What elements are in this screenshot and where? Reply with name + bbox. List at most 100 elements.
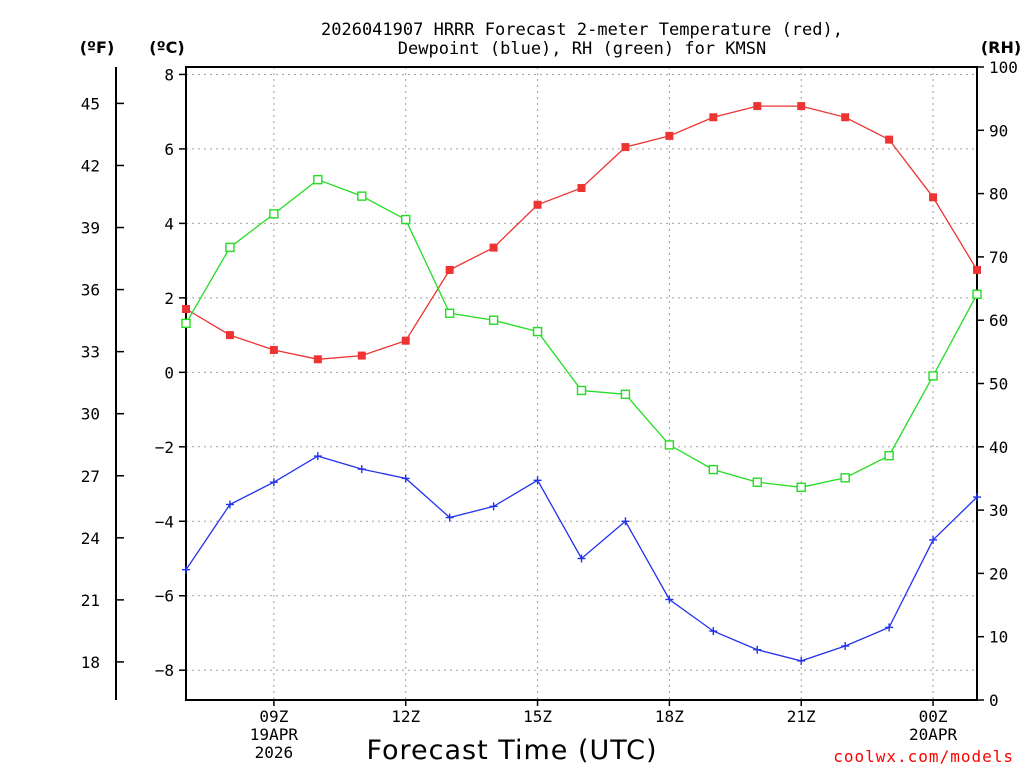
- fahrenheit-tick-label: 18: [81, 653, 100, 672]
- temperature-point: [841, 113, 850, 122]
- dewpoint-point: [885, 623, 894, 632]
- rh-point: [796, 482, 806, 493]
- celsius-tick-label: 6: [164, 140, 174, 159]
- dewpoint-point: [621, 517, 630, 526]
- temperature-point: [225, 331, 234, 340]
- celsius-tick-label: −4: [155, 512, 174, 531]
- celsius-tick-label: −2: [155, 438, 174, 457]
- temperature-point: [929, 193, 938, 202]
- temperature-point: [709, 113, 718, 122]
- series-rh: [181, 174, 982, 493]
- temperature-point: [269, 345, 278, 354]
- dewpoint-point: [841, 642, 850, 651]
- temperature-point: [577, 184, 586, 193]
- rh-point: [357, 191, 367, 201]
- rh-tick-label: 60: [989, 311, 1008, 330]
- gridlines: [186, 67, 977, 700]
- rh-tick-label: 40: [989, 438, 1008, 457]
- rh-tick-label: 80: [989, 185, 1008, 204]
- rh-point: [752, 477, 762, 487]
- celsius-tick-label: −6: [155, 587, 174, 606]
- x-tick-label: 19APR: [250, 725, 299, 744]
- fahrenheit-tick-label: 27: [81, 467, 100, 486]
- source-credit: coolwx.com/models: [833, 747, 1014, 766]
- temperature-point: [665, 131, 674, 140]
- rh-point: [840, 473, 850, 483]
- temperature-point: [797, 102, 806, 111]
- rh-point: [225, 242, 235, 253]
- rh-tick-label: 50: [989, 375, 1008, 394]
- data-series: [181, 102, 982, 665]
- dewpoint-point: [489, 502, 498, 511]
- x-tick-label: 20APR: [909, 725, 958, 744]
- rh-tick-label: 10: [989, 628, 1008, 647]
- dewpoint-point: [401, 474, 410, 483]
- celsius-axis-unit: (ºC): [149, 38, 184, 57]
- chart-title-line2: Dewpoint (blue), RH (green) for KMSN: [398, 39, 766, 59]
- dewpoint-point: [973, 493, 981, 502]
- x-tick-label: 18Z: [655, 707, 684, 726]
- temperature-point: [533, 200, 542, 209]
- temperature-point: [489, 243, 498, 252]
- dewpoint-point: [313, 452, 322, 461]
- tick-labels: 86420−2−4−6−8454239363330272421181009080…: [81, 58, 1018, 762]
- dewpoint-point: [182, 565, 190, 574]
- series-temperature: [182, 102, 981, 364]
- rh-point: [928, 371, 938, 381]
- rh-point: [444, 308, 455, 318]
- dewpoint-point: [357, 465, 366, 474]
- celsius-tick-label: 4: [164, 214, 174, 233]
- fahrenheit-tick-label: 21: [81, 591, 100, 610]
- rh-point: [269, 209, 279, 219]
- temperature-line: [185, 105, 978, 360]
- rh-tick-label: 90: [989, 121, 1008, 140]
- x-tick-label: 15Z: [523, 707, 552, 726]
- x-axis-label: Forecast Time (UTC): [366, 735, 657, 766]
- fahrenheit-tick-label: 36: [81, 281, 100, 300]
- fahrenheit-tick-label: 39: [81, 219, 100, 238]
- rh-point: [576, 385, 587, 396]
- dewpoint-point: [665, 595, 674, 604]
- celsius-tick-label: 8: [164, 65, 174, 84]
- rh-tick-label: 70: [989, 248, 1008, 267]
- fahrenheit-tick-label: 33: [81, 343, 100, 362]
- rh-point: [401, 214, 411, 225]
- fahrenheit-tick-label: 24: [81, 529, 100, 548]
- rh-line: [185, 178, 978, 488]
- dewpoint-point: [533, 476, 542, 485]
- x-tick-label: 00Z: [919, 707, 948, 726]
- x-tick-label: 2026: [255, 743, 294, 762]
- temperature-point: [313, 355, 322, 364]
- rh-point: [620, 389, 631, 399]
- rh-tick-label: 30: [989, 501, 1008, 520]
- rh-point: [708, 464, 719, 475]
- rh-point: [313, 174, 323, 185]
- rh-tick-label: 0: [989, 691, 999, 710]
- fahrenheit-tick-label: 30: [81, 405, 100, 424]
- rh-point: [884, 450, 894, 461]
- x-tick-label: 12Z: [391, 707, 420, 726]
- temperature-point: [753, 102, 762, 111]
- plot-frame: [185, 66, 978, 701]
- rh-point: [532, 326, 543, 337]
- series-dewpoint: [182, 452, 981, 665]
- temperature-point: [401, 336, 410, 345]
- fahrenheit-axis-unit: (ºF): [80, 38, 115, 57]
- dewpoint-point: [269, 478, 278, 487]
- temperature-point: [357, 351, 366, 360]
- dewpoint-point: [929, 535, 938, 544]
- celsius-tick-label: 0: [164, 363, 174, 382]
- dewpoint-point: [225, 500, 234, 509]
- rh-tick-label: 20: [989, 564, 1008, 583]
- fahrenheit-tick-label: 45: [81, 94, 100, 113]
- temperature-point: [445, 265, 454, 274]
- temperature-point: [182, 305, 190, 314]
- fahrenheit-tick-label: 42: [81, 156, 100, 175]
- rh-point: [664, 440, 675, 450]
- temperature-point: [621, 143, 630, 152]
- x-tick-label: 21Z: [787, 707, 816, 726]
- celsius-tick-label: 2: [164, 289, 174, 308]
- rh-tick-label: 100: [989, 58, 1018, 77]
